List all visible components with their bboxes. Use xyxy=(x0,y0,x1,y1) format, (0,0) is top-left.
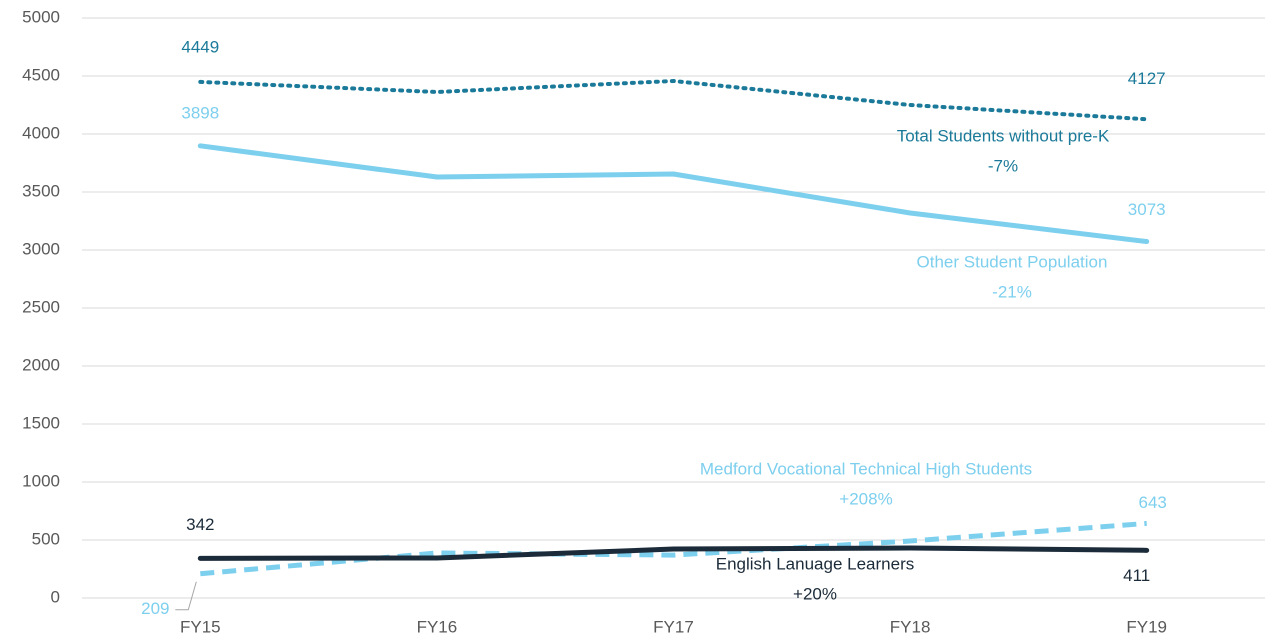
y-tick-label: 1000 xyxy=(22,471,60,490)
data-label: 3898 xyxy=(181,103,219,122)
y-tick-label: 1500 xyxy=(22,413,60,432)
y-tick-label: 3500 xyxy=(22,181,60,200)
x-tick-label: FY17 xyxy=(653,617,694,636)
series-change: +208% xyxy=(839,489,892,508)
leader-line xyxy=(175,581,197,611)
data-label: 4127 xyxy=(1128,69,1166,88)
series-line xyxy=(197,143,1150,245)
x-tick-label: FY18 xyxy=(890,617,931,636)
data-label: 411 xyxy=(1123,566,1150,585)
series-line xyxy=(198,78,1149,122)
y-tick-label: 500 xyxy=(32,529,60,548)
series-name: English Lanuage Learners xyxy=(716,554,914,573)
data-label: 342 xyxy=(186,515,214,534)
series-name: Other Student Population xyxy=(917,252,1108,271)
data-label: 4449 xyxy=(181,37,219,56)
x-tick-label: FY16 xyxy=(417,617,458,636)
data-label: 643 xyxy=(1139,493,1167,512)
y-tick-label: 4500 xyxy=(22,65,60,84)
x-tick-label: FY19 xyxy=(1126,617,1167,636)
series-change: +20% xyxy=(793,584,837,603)
y-tick-label: 4000 xyxy=(22,123,60,142)
y-tick-label: 2500 xyxy=(22,297,60,316)
y-tick-label: 2000 xyxy=(22,355,60,374)
y-tick-label: 0 xyxy=(51,587,60,606)
series-change: -7% xyxy=(988,156,1018,175)
data-label: 3073 xyxy=(1128,200,1166,219)
y-tick-label: 3000 xyxy=(22,239,60,258)
series-name: Total Students without pre-K xyxy=(897,126,1110,145)
y-tick-label: 5000 xyxy=(22,7,60,26)
series-line xyxy=(197,545,1150,561)
series-name: Medford Vocational Technical High Studen… xyxy=(700,459,1032,478)
data-label: 209 xyxy=(141,599,169,618)
x-tick-label: FY15 xyxy=(180,617,221,636)
series-change: -21% xyxy=(992,282,1032,301)
